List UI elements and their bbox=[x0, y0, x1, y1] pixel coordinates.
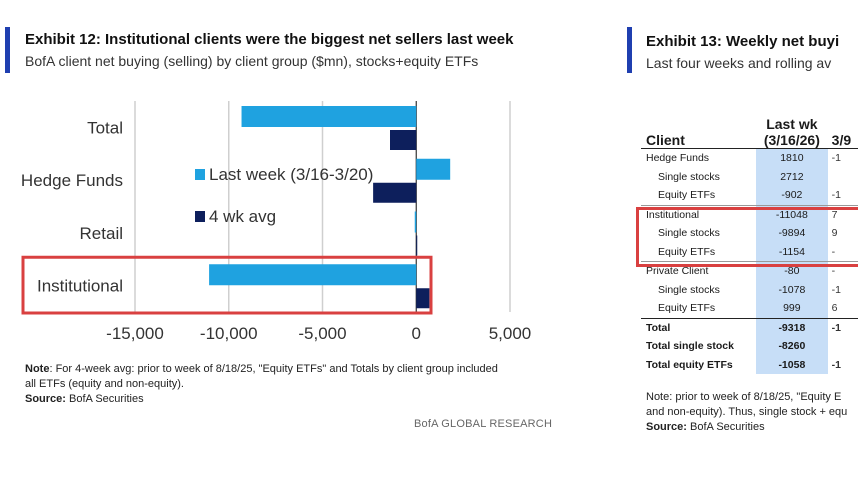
legend-swatch bbox=[195, 169, 205, 180]
institutional-rows-highlight bbox=[636, 207, 858, 267]
bar-last-week bbox=[209, 264, 417, 286]
row-value-last-week: -8260 bbox=[756, 337, 828, 356]
col-header-lastwk: Last wk (3/16/26) bbox=[756, 108, 828, 149]
chart-x-tick-labels: -15,000 -10,000 -5,000 0 5,000 bbox=[106, 324, 531, 343]
row-value-last-week: 2712 bbox=[756, 167, 828, 186]
x-tick-label: -5,000 bbox=[298, 324, 346, 343]
exhibit12-chart: Total Hedge Funds Retail Institutional -15,… bbox=[21, 101, 531, 343]
bofa-brand: BofA GLOBAL RESEARCH bbox=[414, 418, 553, 430]
table-row: Equity ETFs -902 -1 bbox=[641, 186, 858, 205]
exhibit12-note: Note: For 4-week avg: prior to week of 8… bbox=[25, 362, 565, 407]
row-value-prev-week: -1 bbox=[827, 317, 858, 337]
note-label: Note bbox=[25, 363, 50, 375]
row-value-last-week: -902 bbox=[756, 186, 828, 205]
x-tick-label: 0 bbox=[412, 324, 421, 343]
row-label: Equity ETFs bbox=[658, 302, 716, 315]
row-value-prev-week bbox=[828, 168, 858, 187]
source-label: Source: bbox=[25, 393, 66, 405]
category-label: Institutional bbox=[37, 277, 123, 296]
exhibit13-subtitle: Last four weeks and rolling av bbox=[646, 55, 832, 71]
exhibit13-title: Exhibit 13: Weekly net buyi bbox=[646, 33, 840, 50]
x-tick-label: -10,000 bbox=[200, 324, 258, 343]
exhibit13-table: Client Last wk (3/16/26) 3/9 Hedge Funds 1… bbox=[641, 108, 858, 374]
row-value-last-week: 999 bbox=[756, 299, 828, 318]
exhibit13-accent-bar bbox=[627, 27, 632, 73]
row-value-last-week: -9894 bbox=[756, 224, 828, 243]
chart-legend: Last week (3/16-3/20) 4 wk avg bbox=[195, 165, 373, 226]
bar-last-week bbox=[416, 158, 451, 180]
row-label: Total bbox=[641, 317, 757, 337]
chart-category-labels: Total Hedge Funds Retail Institutional bbox=[21, 118, 123, 295]
exhibit13-note: Note: prior to week of 8/18/25, "Equity … bbox=[646, 390, 858, 435]
x-tick-label: -15,000 bbox=[106, 324, 164, 343]
source-text: BofA Securities bbox=[65, 393, 144, 405]
row-value-prev-week: -1 bbox=[831, 358, 842, 371]
row-label: Total single stock bbox=[646, 340, 734, 353]
row-value-last-week: -1154 bbox=[756, 242, 828, 262]
table-row: Single stocks -9894 9 bbox=[641, 224, 858, 243]
note-text-2: all ETFs (equity and non-equity). bbox=[25, 378, 184, 390]
row-value-last-week: -9318 bbox=[756, 317, 828, 337]
row-label: Equity ETFs bbox=[658, 245, 716, 258]
row-label: Hedge Funds bbox=[646, 152, 710, 165]
table-row: Equity ETFs 999 6 bbox=[641, 299, 858, 318]
bar-4wk-avg bbox=[390, 130, 417, 150]
exhibit12-title: Exhibit 12: Institutional clients were t… bbox=[25, 31, 514, 48]
note-text: : For 4-week avg: prior to week of 8/18/… bbox=[49, 363, 498, 375]
table-row: Total single stock -8260 bbox=[641, 337, 858, 356]
row-value-last-week: -1078 bbox=[756, 280, 828, 299]
row-label: Single stocks bbox=[658, 227, 720, 240]
col-header-client: Client bbox=[641, 108, 757, 149]
row-value-prev-week bbox=[828, 337, 858, 356]
institutional-highlight-box bbox=[21, 255, 433, 315]
exhibit12-subtitle: BofA client net buying (selling) by clie… bbox=[25, 53, 479, 69]
table-row: Total equity ETFs -1058 -1 bbox=[641, 355, 858, 374]
row-label: Single stocks bbox=[658, 170, 720, 183]
row-label: Total equity ETFs bbox=[646, 358, 733, 371]
exhibit13-note-text: Note: prior to week of 8/18/25, "Equity … bbox=[646, 391, 842, 403]
row-value-prev-week: -1 bbox=[831, 152, 842, 165]
row-value-prev-week: 6 bbox=[831, 302, 838, 315]
exhibit13-table-body: Hedge Funds 1810 -1 Single stocks 2712 Equity… bbox=[641, 148, 858, 374]
row-value-last-week: 1810 bbox=[756, 148, 828, 168]
category-label: Retail bbox=[80, 224, 123, 243]
table-row: Single stocks 2712 bbox=[641, 167, 858, 187]
row-value-prev-week: -1 bbox=[831, 283, 842, 296]
chart-bars bbox=[209, 106, 451, 309]
row-label: Single stocks bbox=[658, 283, 720, 296]
table-row: Equity ETFs -1154- bbox=[641, 242, 858, 262]
bar-last-week bbox=[241, 106, 417, 127]
exhibit13-note-text-2: and non-equity). Thus, single stock + eq… bbox=[646, 406, 848, 418]
table-row: Total -9318 -1 bbox=[641, 317, 858, 337]
exhibit13-source-text: BofA Securities bbox=[686, 421, 765, 433]
table-row: Hedge Funds 1810 -1 bbox=[641, 148, 858, 168]
row-value-prev-week: 9 bbox=[831, 227, 838, 240]
table-row: Single stocks -1078 -1 bbox=[641, 280, 858, 299]
category-label: Total bbox=[87, 118, 123, 137]
bar-last-week bbox=[414, 211, 417, 233]
bar-4wk-avg bbox=[373, 182, 417, 203]
category-label: Hedge Funds bbox=[21, 171, 123, 190]
bar-4wk-avg bbox=[416, 288, 430, 309]
row-label: Equity ETFs bbox=[658, 189, 716, 202]
row-value-prev-week: -1 bbox=[831, 189, 842, 202]
row-value-last-week: -1058 bbox=[756, 355, 828, 374]
legend-swatch bbox=[195, 211, 205, 222]
col-header-prev-week: 3/9 bbox=[827, 108, 858, 149]
exhibit13-source-label: Source: bbox=[646, 421, 687, 433]
x-tick-label: 5,000 bbox=[489, 324, 532, 343]
exhibit12-accent-bar bbox=[5, 27, 10, 73]
row-value-prev-week: - bbox=[831, 245, 836, 258]
legend-label: Last week (3/16-3/20) bbox=[209, 165, 373, 184]
legend-label: 4 wk avg bbox=[209, 207, 276, 226]
bar-4wk-avg bbox=[416, 235, 418, 256]
